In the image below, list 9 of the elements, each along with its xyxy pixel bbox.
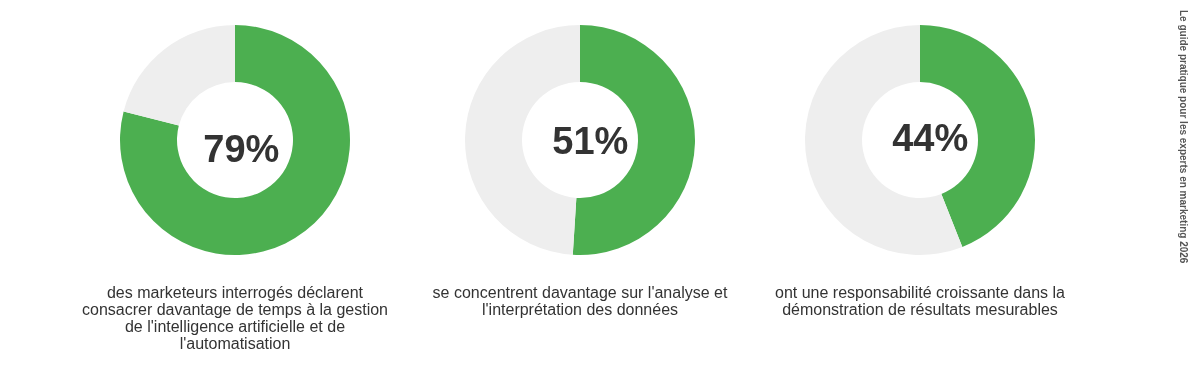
data-label: 79%	[203, 127, 280, 170]
data-label: 51%	[552, 119, 629, 162]
donut-slice	[120, 25, 350, 255]
data-label: 44%	[892, 117, 969, 160]
text: Le guide pratique pour les experts en marketing 2026	[1178, 10, 1189, 264]
text: ont une responsabilité croissante dans la démonstration de résultats mesurables	[775, 284, 1066, 318]
donut-slice	[123, 25, 235, 126]
text: se concentrent davantage sur l'analyse et l'interprétation des données	[432, 284, 728, 318]
text: des marketeurs interrogés déclarent consacrer davantage de temps à la gestion de l'intelligence artificielle et de l'automatisation	[82, 284, 388, 352]
